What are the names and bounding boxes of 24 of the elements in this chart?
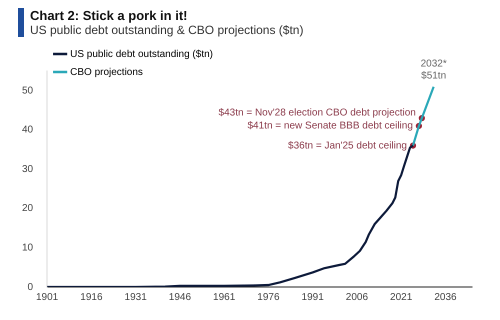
annotation: 2032* $51tn: [420, 58, 447, 82]
y-tick-label: 0: [28, 282, 34, 293]
legend-label: US public debt outstanding ($tn): [70, 48, 213, 60]
x-tick-label: 2021: [390, 292, 413, 303]
annotation: $36tn = Jan'25 debt ceiling: [288, 140, 407, 152]
annotation: $43tn = Nov'28 election CBO debt projection: [218, 108, 416, 119]
x-tick-label: 1976: [257, 292, 280, 303]
y-tick-label: 40: [22, 124, 34, 136]
x-tick-label: 1961: [213, 292, 236, 303]
x-tick-label: 2036: [434, 292, 458, 303]
chart-subtitle: US public debt outstanding & CBO projections ($tn): [30, 23, 304, 37]
x-tick-label: 2006: [346, 292, 368, 303]
x-tick-label: 1901: [36, 292, 59, 303]
annotation: $41tn = new Senate BBB debt ceiling: [247, 120, 413, 132]
y-tick-label: 50: [22, 85, 34, 96]
y-tick-label: 10: [22, 242, 34, 254]
x-tick-label: 1931: [124, 292, 148, 303]
x-tick-label: 1916: [80, 292, 103, 303]
y-tick-label: 30: [22, 164, 34, 175]
x-tick-label: 1946: [168, 292, 192, 303]
y-tick-label: 20: [22, 203, 34, 214]
chart-title: Chart 2: Stick a pork in it!: [30, 8, 188, 23]
x-tick-label: 1991: [302, 292, 324, 303]
legend-label: CBO projections: [70, 66, 143, 78]
